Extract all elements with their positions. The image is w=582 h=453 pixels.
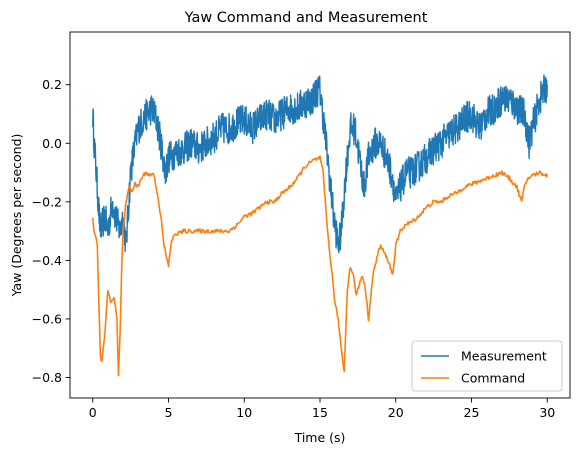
y-tick-label: 0.0 <box>42 136 62 151</box>
y-axis-label: Yaw (Degrees per second) <box>9 134 24 298</box>
axis-ticks: 0 5 10 15 20 25 30 −0.8 −0.6 −0.4 −0.2 0.0 0.2 <box>32 77 556 420</box>
x-axis-label: Time (s) <box>294 430 346 445</box>
plot-area <box>91 74 549 377</box>
x-tick-label: 5 <box>165 405 173 420</box>
legend: Measurement Command <box>411 340 563 392</box>
y-tick-label: 0.2 <box>42 77 62 92</box>
y-tick-label: −0.8 <box>32 370 62 385</box>
x-tick-label: 30 <box>539 405 555 420</box>
x-tick-label: 10 <box>236 405 252 420</box>
x-tick-label: 20 <box>388 405 404 420</box>
x-tick-label: 25 <box>464 405 480 420</box>
x-tick-label: 0 <box>89 405 97 420</box>
legend-label-measurement: Measurement <box>461 349 547 364</box>
series-line-command <box>91 155 549 377</box>
series-line-measurement <box>92 74 548 254</box>
y-tick-label: −0.6 <box>32 311 62 326</box>
legend-box <box>411 340 563 392</box>
x-tick-label: 15 <box>312 405 328 420</box>
y-tick-label: −0.4 <box>32 253 62 268</box>
chart-title: Yaw Command and Measurement <box>184 10 428 26</box>
y-tick-label: −0.2 <box>32 194 62 209</box>
legend-label-command: Command <box>461 371 525 386</box>
